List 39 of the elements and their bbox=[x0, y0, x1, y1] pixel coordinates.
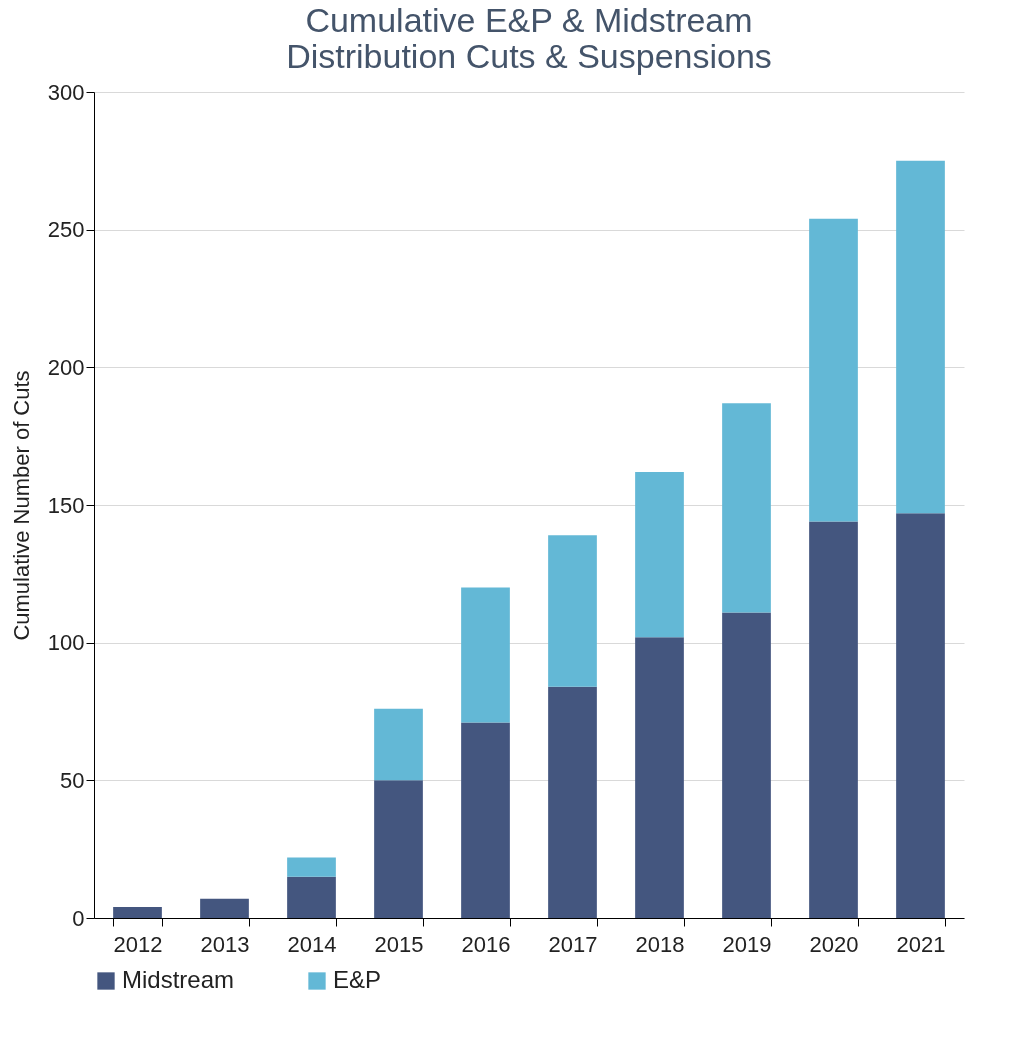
bar bbox=[548, 686, 597, 918]
bar bbox=[287, 857, 336, 877]
bar bbox=[722, 612, 771, 918]
legend-label: E&P bbox=[333, 966, 382, 993]
x-tick-label: 2016 bbox=[461, 931, 511, 957]
y-tick-label: 50 bbox=[60, 767, 85, 793]
x-tick-label: 2019 bbox=[722, 931, 772, 957]
y-axis-title: Cumulative Number of Cuts bbox=[8, 370, 34, 641]
bar bbox=[896, 513, 945, 918]
bar bbox=[809, 218, 858, 522]
x-tick-label: 2020 bbox=[809, 931, 859, 957]
x-tick-label: 2013 bbox=[200, 931, 250, 957]
y-tick-label: 100 bbox=[47, 630, 85, 656]
bar bbox=[722, 403, 771, 613]
bar bbox=[809, 521, 858, 918]
bar bbox=[374, 708, 423, 781]
bar bbox=[548, 535, 597, 687]
bar bbox=[896, 160, 945, 514]
bar bbox=[113, 906, 162, 918]
bar bbox=[461, 722, 510, 918]
chart-title: Cumulative E&P & Midstream Distribution Cuts & Suspensions bbox=[286, 1, 772, 75]
bar bbox=[200, 898, 249, 918]
x-tick-label: 2014 bbox=[287, 931, 337, 957]
bar bbox=[635, 637, 684, 918]
y-tick-label: 200 bbox=[47, 354, 85, 380]
x-tick-label: 2015 bbox=[374, 931, 424, 957]
bar bbox=[461, 587, 510, 723]
y-tick-label: 250 bbox=[47, 217, 85, 243]
y-tick-label: 300 bbox=[47, 79, 85, 105]
bar bbox=[287, 876, 336, 918]
x-tick-label: 2021 bbox=[896, 931, 946, 957]
legend-label: Midstream bbox=[122, 966, 235, 993]
y-tick-label: 150 bbox=[47, 492, 85, 518]
x-tick-label: 2018 bbox=[635, 931, 685, 957]
x-tick-label: 2012 bbox=[113, 931, 163, 957]
bar bbox=[374, 780, 423, 918]
bar bbox=[635, 471, 684, 638]
x-tick-label: 2017 bbox=[548, 931, 598, 957]
y-tick-label: 0 bbox=[72, 905, 85, 931]
